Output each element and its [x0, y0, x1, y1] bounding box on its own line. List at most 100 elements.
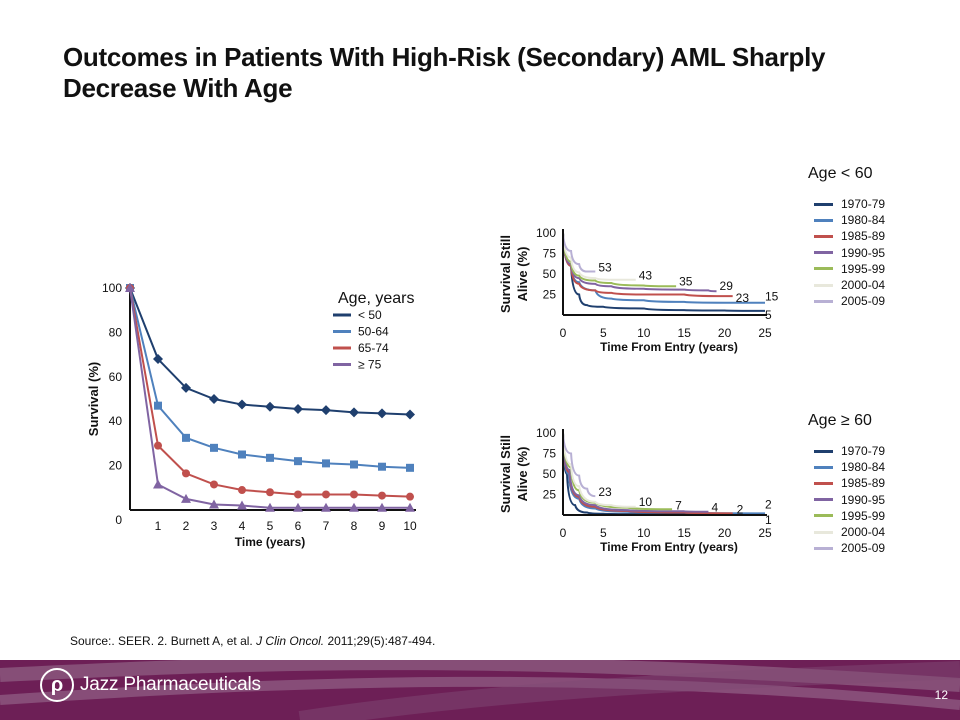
- data-point: [238, 486, 246, 495]
- legend-label: 2005-09: [841, 294, 886, 309]
- data-point: [182, 433, 190, 442]
- data-point: [322, 459, 330, 468]
- x-axis-label: Time (years): [235, 535, 305, 549]
- legend-under-60: 1970-79 1980-84 1985-89 1990-95 1995-99 2000-…: [814, 196, 885, 309]
- footer-band: [0, 660, 960, 720]
- legend-item: 2000-04: [814, 277, 885, 293]
- x-tick-label: 0: [560, 326, 567, 340]
- end-value-label: 35: [679, 274, 693, 288]
- source-journal: J Clin Oncol.: [256, 634, 325, 648]
- legend-swatch: [814, 481, 833, 485]
- data-point: [154, 441, 162, 450]
- legend-swatch: [814, 530, 833, 534]
- series-line: [562, 432, 596, 498]
- y-axis-label-line2: Alive (%): [515, 447, 530, 502]
- y-axis-label-line1: Survival Still: [498, 435, 513, 513]
- data-point: [265, 401, 275, 412]
- series-line: [562, 232, 596, 273]
- footer-waves: [0, 660, 960, 720]
- y-tick-label: 75: [543, 447, 557, 461]
- legend-label: 50-64: [358, 325, 389, 339]
- x-tick-label: 10: [637, 526, 651, 540]
- legend-item: 1990-95: [814, 245, 885, 261]
- y-axis-label-line1: Survival Still: [498, 235, 513, 313]
- x-tick-label: 9: [379, 519, 386, 533]
- y-tick-label: 25: [543, 288, 557, 302]
- legend-label: 2000-04: [841, 278, 886, 293]
- legend-item: 1995-99: [814, 261, 885, 277]
- legend-item: 1970-79: [814, 196, 885, 212]
- legend-item: 1990-95: [814, 492, 885, 508]
- legend-swatch: [814, 251, 833, 255]
- data-point: [153, 479, 163, 489]
- y-tick-label: 80: [109, 325, 123, 339]
- end-value-label: 7: [675, 498, 682, 512]
- series-line: [562, 232, 733, 298]
- legend-item: 2005-09: [814, 540, 885, 556]
- legend-label: 1970-79: [841, 197, 886, 212]
- end-value-label: 4: [711, 501, 718, 515]
- y-tick-label: 50: [543, 267, 557, 281]
- x-tick-label: 5: [600, 326, 607, 340]
- legend-label: 1980-84: [841, 213, 886, 228]
- legend-title: Age, years: [338, 290, 414, 307]
- data-point: [181, 382, 191, 393]
- legend-label: 1990-95: [841, 245, 886, 260]
- y-tick-label: 0: [115, 513, 122, 527]
- data-point: [154, 401, 162, 410]
- legend-item: 1985-89: [814, 475, 885, 491]
- x-axis-label: Time From Entry (years): [600, 540, 738, 554]
- x-tick-label: 8: [351, 519, 358, 533]
- data-point: [181, 493, 191, 503]
- data-point: [378, 491, 386, 500]
- end-value-label: 23: [598, 485, 612, 499]
- end-value-label: 10: [639, 495, 653, 509]
- data-point: [405, 502, 415, 512]
- legend-title-under-60: Age < 60: [808, 165, 873, 182]
- end-value-label: 2: [765, 497, 772, 511]
- legend-item: 1980-84: [814, 459, 885, 475]
- data-point: [238, 450, 246, 459]
- x-tick-label: 15: [678, 326, 692, 340]
- end-value-label: 5: [765, 308, 772, 322]
- data-point: [210, 480, 218, 489]
- data-point: [321, 502, 331, 512]
- end-value-label: 53: [598, 261, 612, 275]
- y-tick-label: 20: [109, 459, 123, 473]
- legend-title-60-plus: Age ≥ 60: [808, 412, 872, 429]
- legend-item: 2005-09: [814, 293, 885, 309]
- data-point: [125, 283, 135, 292]
- data-point: [266, 453, 274, 462]
- legend-label: 1990-95: [841, 492, 886, 507]
- data-point: [210, 443, 218, 452]
- data-point: [377, 408, 387, 419]
- company-logo: ρ Jazz Pharmaceuticals: [40, 668, 261, 702]
- legend-label: 1995-99: [841, 508, 886, 523]
- series-line: [562, 232, 766, 312]
- x-tick-label: 1: [155, 519, 162, 533]
- data-point: [293, 502, 303, 512]
- y-tick-label: 100: [536, 226, 556, 240]
- x-tick-label: 25: [758, 526, 772, 540]
- legend-swatch: [814, 449, 833, 453]
- legend-label: 1995-99: [841, 261, 886, 276]
- data-point: [266, 488, 274, 497]
- data-point: [293, 403, 303, 414]
- data-point: [321, 405, 331, 416]
- y-tick-label: 25: [543, 488, 557, 502]
- data-point: [350, 490, 358, 499]
- age-60-plus-chart: 1 2 2 4 7 10 23 25 50 75 100 0 5 10 15 20 25 Time From En…: [498, 426, 772, 554]
- legend-60-plus: 1970-79 1980-84 1985-89 1990-95 1995-99 2000-…: [814, 443, 885, 556]
- source-suffix: 2011;29(5):487-494.: [324, 634, 436, 648]
- x-tick-label: 10: [637, 326, 651, 340]
- series-line: [562, 432, 709, 513]
- legend-swatch: [814, 283, 833, 287]
- legend-label: 1985-89: [841, 476, 886, 491]
- end-value-label: 23: [736, 291, 750, 305]
- data-point: [350, 460, 358, 469]
- data-point: [406, 463, 414, 472]
- legend-item: 1995-99: [814, 508, 885, 524]
- legend-swatch: [814, 465, 833, 469]
- x-tick-label: 7: [323, 519, 330, 533]
